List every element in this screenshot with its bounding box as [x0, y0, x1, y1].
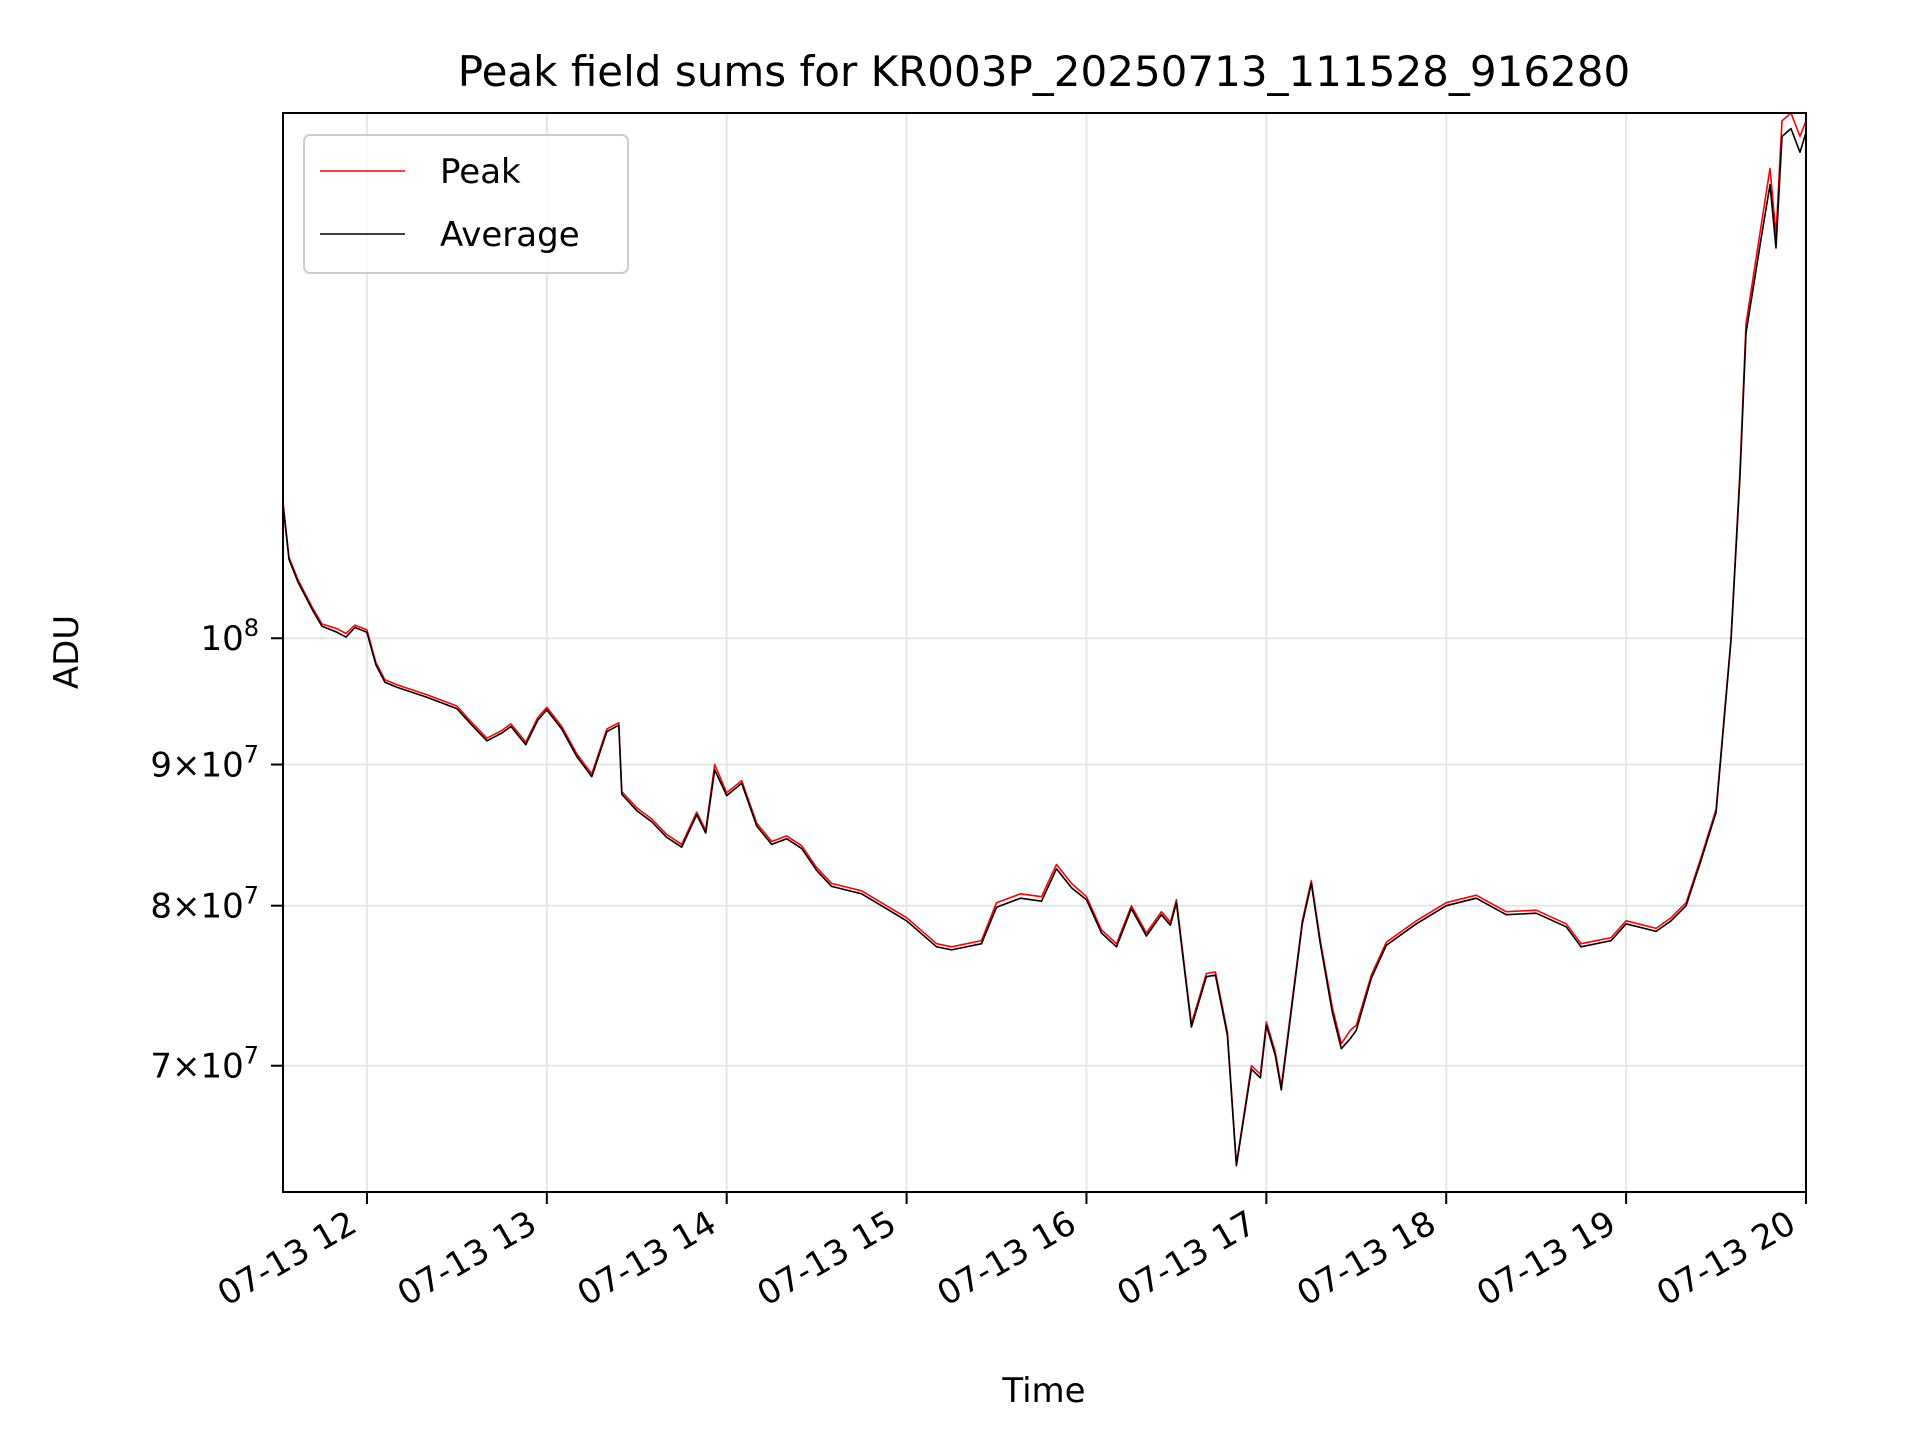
- legend-box: [303, 134, 629, 274]
- series-line-average: [282, 127, 1807, 1167]
- y-tick-label: 9×107: [150, 741, 259, 786]
- legend-label-average: Average: [440, 215, 580, 255]
- y-tick-label: 8×107: [150, 882, 259, 927]
- legend-label-peak: Peak: [440, 152, 521, 192]
- series-line-peak: [282, 112, 1807, 1165]
- grid: [283, 113, 1807, 1192]
- plot-frame: [282, 112, 1807, 1193]
- chart-title: Peak field sums for KR003P_20250713_1115…: [458, 47, 1630, 96]
- series-lines: [282, 112, 1807, 1167]
- legend: Peak Average: [303, 134, 629, 274]
- x-axis-label: Time: [1001, 1371, 1085, 1411]
- y-axis-label: ADU: [47, 615, 87, 689]
- y-tick-label: 7×107: [150, 1042, 259, 1087]
